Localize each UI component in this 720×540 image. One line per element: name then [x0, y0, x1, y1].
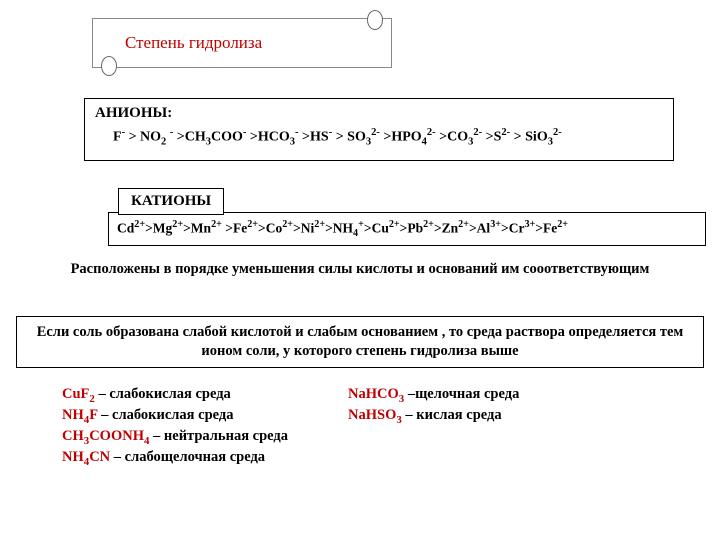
- paragraph-order: Расположены в порядке уменьшения силы ки…: [60, 260, 660, 279]
- example-formula: CH3COONH4: [62, 428, 149, 444]
- examples-section: CuF2 – слабокислая средаNH4F – слабокисл…: [62, 386, 682, 468]
- example-text: – нейтральная среда: [149, 428, 288, 444]
- paragraph-rule-box: Если соль образована слабой кислотой и с…: [16, 316, 704, 368]
- cations-box: Cd2+>Mg2+>Mn2+ >Fe2+>Co2+>Ni2+>NH4+>Cu2+…: [108, 212, 706, 246]
- examples-left-column: CuF2 – слабокислая средаNH4F – слабокисл…: [62, 386, 288, 468]
- example-line: NH4F – слабокислая среда: [62, 407, 288, 426]
- anions-series: F- > NO2 - >CH3COO- >HCO3- >HS- > SO32- …: [95, 122, 663, 150]
- anions-header: АНИОНЫ:: [95, 105, 663, 122]
- example-line: CuF2 – слабокислая среда: [62, 386, 288, 405]
- example-text: –щелочная среда: [404, 386, 519, 402]
- page-title: Степень гидролиза: [125, 33, 262, 53]
- example-formula: CuF2: [62, 386, 95, 402]
- examples-right-column: NaHCO3 –щелочная средаNaHSO3 – кислая ср…: [348, 386, 519, 468]
- example-formula: NaHCO3: [348, 386, 404, 402]
- example-text: – кислая среда: [402, 407, 502, 423]
- anions-box: АНИОНЫ: F- > NO2 - >CH3COO- >HCO3- >HS- …: [84, 98, 674, 161]
- example-text: – слабокислая среда: [95, 386, 231, 402]
- cations-header: КАТИОНЫ: [131, 193, 211, 209]
- example-line: NaHSO3 – кислая среда: [348, 407, 519, 426]
- example-formula: NH4CN: [62, 449, 110, 465]
- title-scroll-box: Степень гидролиза: [92, 18, 392, 68]
- cations-series: Cd2+>Mg2+>Mn2+ >Fe2+>Co2+>Ni2+>NH4+>Cu2+…: [117, 219, 697, 239]
- cations-header-box: КАТИОНЫ: [118, 188, 224, 215]
- example-text: – слабокислая среда: [98, 407, 234, 423]
- example-line: CH3COONH4 – нейтральная среда: [62, 428, 288, 447]
- paragraph-rule: Если соль образована слабой кислотой и с…: [37, 324, 684, 359]
- example-text: – слабощелочная среда: [110, 449, 265, 465]
- example-line: NaHCO3 –щелочная среда: [348, 386, 519, 405]
- example-line: NH4CN – слабощелочная среда: [62, 449, 288, 468]
- example-formula: NaHSO3: [348, 407, 402, 423]
- example-formula: NH4F: [62, 407, 98, 423]
